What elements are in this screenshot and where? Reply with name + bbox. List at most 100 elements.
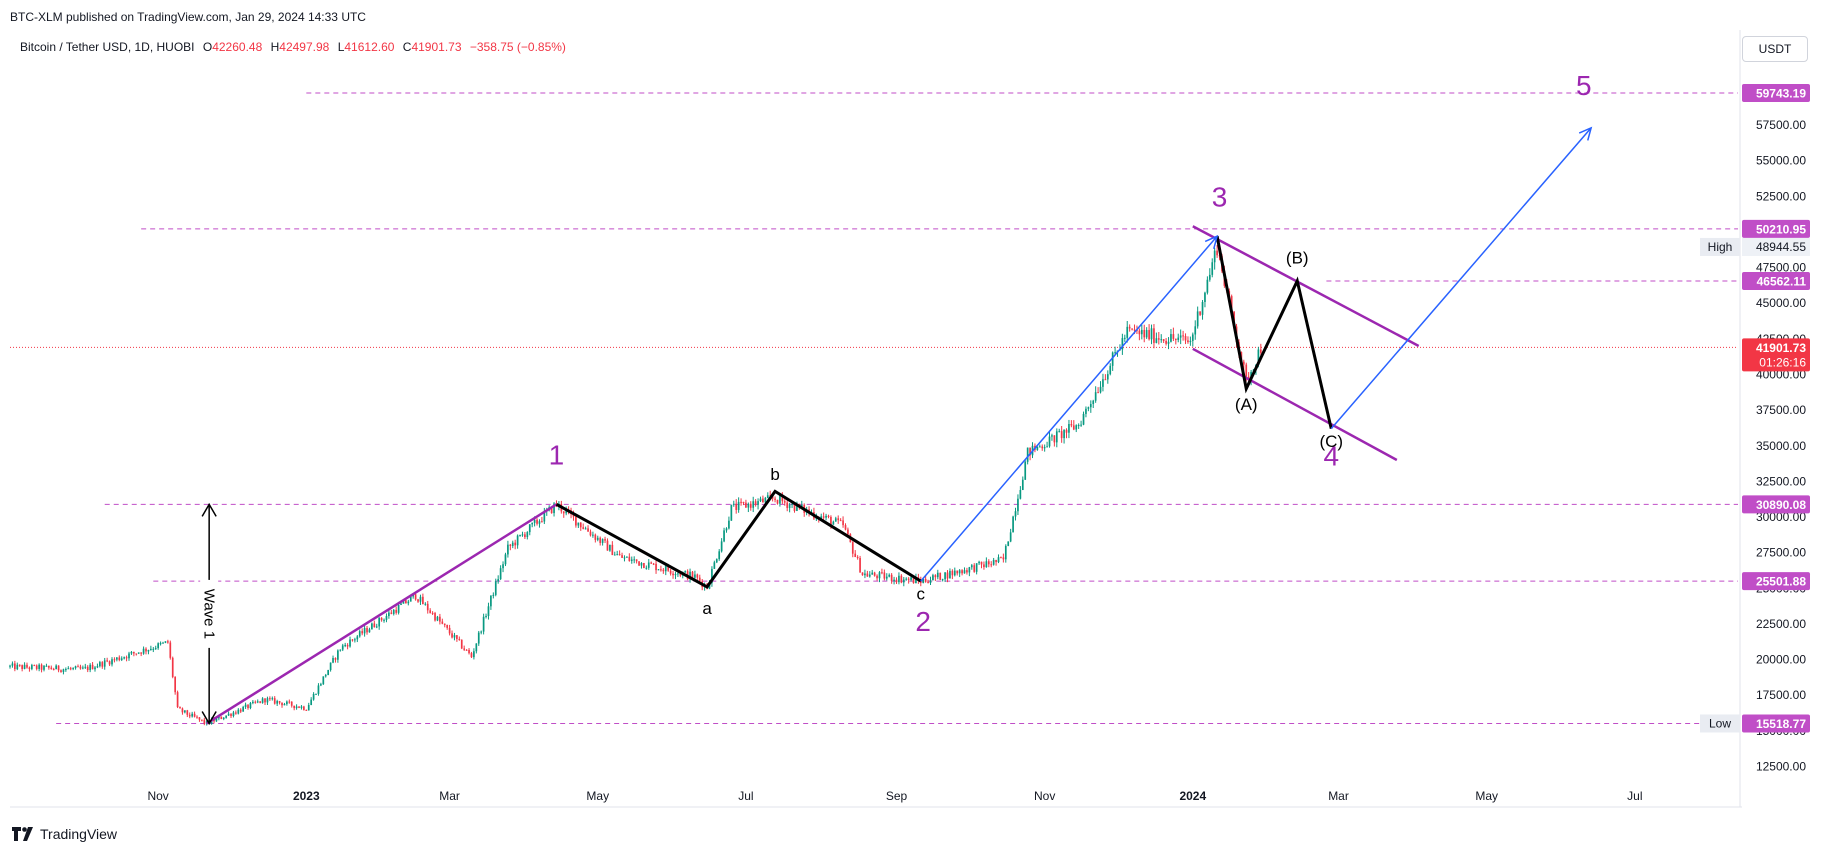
- candle: [242, 706, 245, 712]
- candle: [494, 581, 497, 595]
- candle: [23, 664, 26, 669]
- candle: [504, 554, 507, 565]
- candle: [1087, 407, 1090, 409]
- candle: [1184, 336, 1187, 341]
- high-tag-bg: [1700, 237, 1740, 256]
- candle: [1179, 335, 1182, 338]
- candle: [453, 635, 456, 638]
- candle: [1060, 431, 1063, 439]
- candle: [1131, 328, 1133, 330]
- price-tick: 22500.00: [1756, 617, 1806, 631]
- candle: [696, 574, 699, 578]
- candle: [125, 657, 128, 659]
- candle: [677, 573, 679, 575]
- price-axis[interactable]: 12500.0015000.0017500.0020000.0022500.00…: [1700, 30, 1810, 807]
- candle: [1000, 557, 1002, 559]
- currency-button[interactable]: USDT: [1742, 36, 1808, 62]
- candle: [176, 692, 179, 708]
- candle: [339, 649, 342, 651]
- candle: [915, 577, 917, 584]
- candle: [1230, 296, 1233, 312]
- candle: [990, 564, 993, 566]
- candle: [672, 573, 674, 576]
- candle: [315, 693, 317, 695]
- low-badge: 15518.77: [1756, 717, 1806, 731]
- candle: [303, 706, 305, 710]
- candle: [499, 568, 502, 580]
- last-price-badge-bg: [1742, 338, 1810, 372]
- candle: [1085, 408, 1087, 414]
- candle: [123, 657, 126, 659]
- candle: [103, 660, 106, 667]
- candle: [281, 702, 283, 706]
- candle: [222, 717, 225, 719]
- candle: [618, 554, 621, 556]
- candle: [1099, 386, 1102, 393]
- wave-label-1: 1: [549, 439, 565, 470]
- candle: [220, 716, 223, 719]
- candle: [33, 665, 36, 667]
- sub-wave-label: (B): [1286, 248, 1309, 267]
- candle: [645, 567, 648, 569]
- candle: [584, 528, 587, 530]
- candle: [596, 537, 599, 540]
- price-tick: 52500.00: [1756, 189, 1806, 203]
- candle: [1187, 340, 1189, 343]
- candle: [137, 652, 140, 654]
- candle: [89, 664, 91, 671]
- level-badge: 25501.88: [1756, 575, 1806, 589]
- candle: [193, 713, 196, 717]
- candle: [142, 648, 145, 654]
- candle: [264, 698, 266, 703]
- candle: [11, 663, 14, 666]
- candle: [626, 556, 628, 558]
- high-key: H: [270, 40, 280, 54]
- candle: [1106, 374, 1109, 380]
- candle: [475, 643, 478, 652]
- candle: [929, 580, 932, 583]
- candle: [218, 716, 220, 719]
- candle: [113, 659, 116, 661]
- candle: [1201, 302, 1204, 315]
- candle: [582, 527, 585, 529]
- candles: [9, 244, 1262, 726]
- candle: [1155, 338, 1158, 343]
- candle: [1170, 334, 1172, 342]
- candle: [543, 511, 546, 522]
- candle: [237, 709, 240, 714]
- candle: [1199, 311, 1201, 315]
- price-tick: 57500.00: [1756, 118, 1806, 132]
- time-axis[interactable]: Nov 2023 Mar May Jul Sep Nov 2024 Mar May Jul: [10, 789, 1742, 808]
- candle: [660, 569, 662, 571]
- candle: [334, 658, 337, 660]
- candle: [1140, 329, 1143, 335]
- candle: [378, 617, 381, 627]
- candle: [572, 514, 575, 517]
- candle: [737, 501, 740, 510]
- candle: [796, 503, 798, 511]
- candle: [766, 495, 769, 498]
- candle: [230, 713, 232, 717]
- wave-label-3: 3: [1212, 181, 1228, 212]
- candle: [395, 609, 398, 613]
- symbol-title[interactable]: Bitcoin / Tether USD, 1D, HUOBI: [20, 40, 195, 54]
- candle: [1046, 446, 1048, 448]
- candle: [130, 651, 133, 654]
- candle: [1196, 311, 1199, 327]
- tradingview-logo[interactable]: TradingView: [12, 826, 117, 842]
- candle: [1148, 330, 1150, 340]
- candle: [910, 577, 912, 580]
- candle: [1089, 404, 1092, 408]
- candle: [888, 574, 891, 577]
- candle: [174, 676, 177, 693]
- candle: [1111, 352, 1114, 366]
- candle: [1094, 392, 1097, 401]
- candle: [820, 516, 823, 519]
- candle: [429, 610, 432, 613]
- candle: [963, 570, 966, 574]
- abc-correction-path: [555, 489, 922, 589]
- candle: [635, 559, 638, 562]
- candle: [1126, 326, 1129, 338]
